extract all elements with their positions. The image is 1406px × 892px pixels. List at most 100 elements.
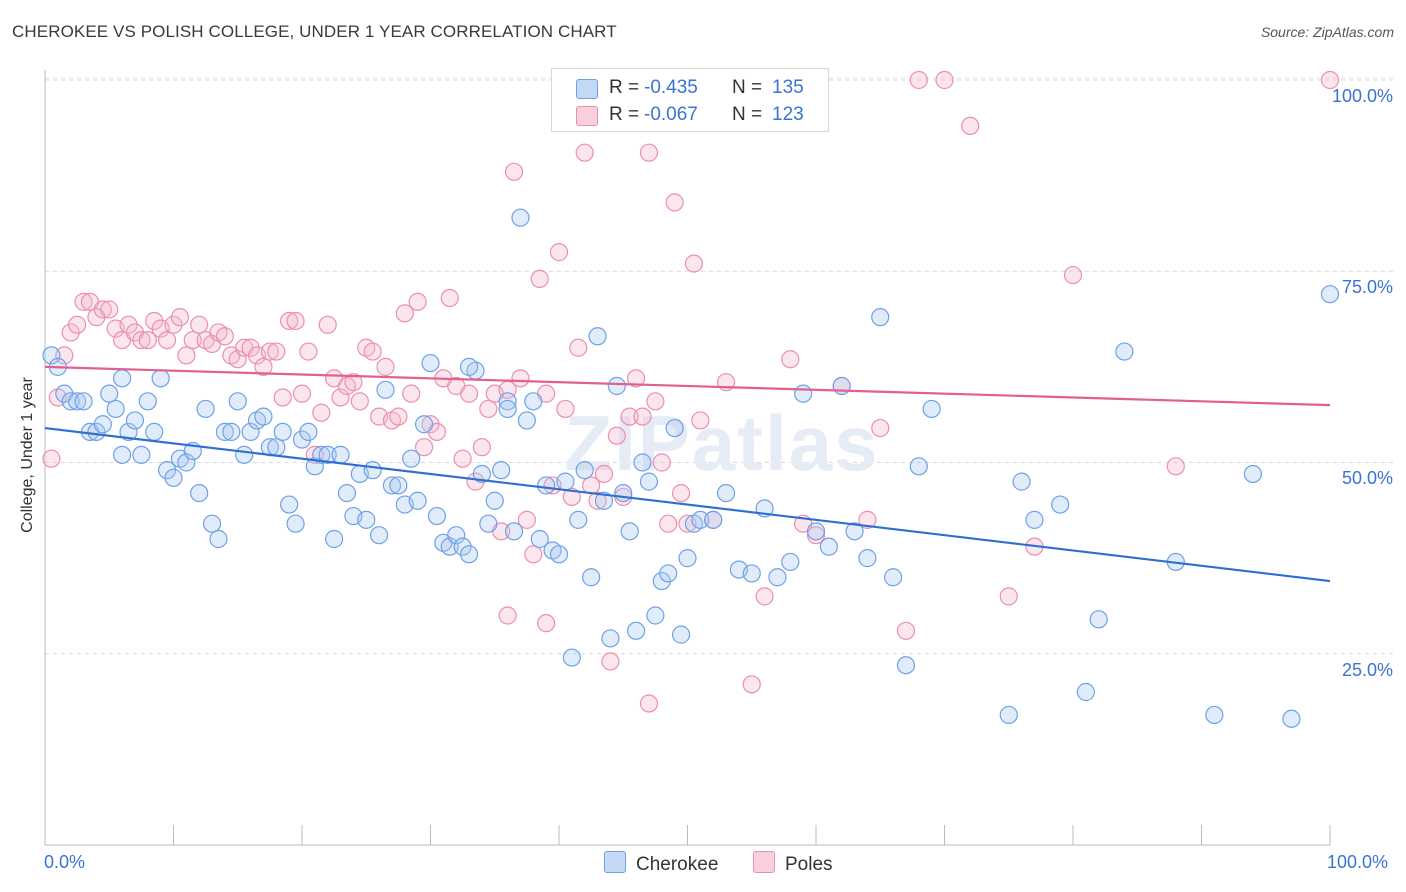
data-point: [504, 162, 524, 181]
data-point: [742, 564, 761, 583]
data-point: [530, 269, 549, 288]
data-point: [42, 346, 61, 365]
data-point: [1051, 495, 1070, 514]
y-tick-label: 25.0%: [1341, 660, 1393, 680]
data-point: [1243, 464, 1263, 484]
data-point: [292, 384, 312, 403]
data-point: [138, 392, 157, 411]
data-point: [440, 537, 459, 556]
data-point: [896, 656, 916, 675]
x-tick-label: 0.0%: [44, 852, 86, 872]
data-point: [190, 315, 209, 334]
data-point: [459, 384, 479, 403]
data-point: [273, 388, 292, 407]
data-point: [562, 487, 581, 507]
cherokee-trend-line: [44, 426, 1331, 583]
data-point: [614, 484, 633, 503]
data-point: [112, 369, 132, 388]
data-point: [961, 116, 980, 136]
data-point: [659, 564, 678, 583]
data-point: [325, 529, 344, 549]
stats-legend: R = -0.435 N = 135 R = -0.067 N = 123: [551, 68, 829, 132]
data-point: [549, 243, 569, 262]
data-point: [639, 694, 659, 713]
y-axis-label: College, Under 1 year: [19, 377, 36, 533]
data-point: [402, 449, 421, 468]
data-point: [1320, 70, 1340, 90]
data-point: [639, 472, 659, 491]
legend-row-poles: R = -0.067 N = 123: [552, 101, 828, 127]
legend-n-value: 135: [772, 77, 804, 98]
data-point: [479, 514, 498, 533]
data-point: [389, 476, 408, 495]
data-point: [575, 143, 594, 162]
data-point: [781, 350, 800, 369]
data-point: [588, 327, 607, 346]
data-point: [871, 418, 890, 438]
data-point: [286, 514, 305, 533]
data-point: [376, 380, 395, 399]
source-label: Source: ZipAtlas.com: [1260, 24, 1394, 40]
data-point: [999, 705, 1018, 725]
data-point: [588, 491, 607, 510]
data-point: [389, 407, 408, 426]
data-point: [832, 376, 851, 396]
data-point: [646, 606, 665, 625]
data-point: [164, 468, 183, 487]
data-point: [61, 392, 80, 411]
data-point: [408, 491, 427, 510]
data-point: [357, 510, 376, 529]
data-point: [633, 407, 652, 426]
data-point: [684, 254, 704, 273]
data-point: [93, 415, 112, 434]
data-point: [228, 392, 247, 411]
data-point: [305, 457, 324, 476]
data-point: [659, 514, 678, 533]
data-point: [42, 449, 61, 468]
data-point: [376, 357, 395, 376]
data-point: [337, 484, 357, 503]
data-point: [177, 346, 196, 365]
data-point: [524, 392, 543, 411]
data-point: [755, 587, 774, 606]
grid-lines: [45, 77, 1395, 655]
legend-r-label: R =: [609, 104, 640, 125]
data-point: [151, 369, 170, 388]
data-point: [562, 648, 581, 667]
data-point: [517, 510, 536, 529]
legend-n-value: 123: [772, 104, 804, 125]
data-point: [286, 311, 305, 331]
data-point: [1089, 610, 1108, 629]
trend-lines: [44, 365, 1331, 583]
data-point: [492, 461, 511, 480]
data-point: [447, 526, 466, 545]
data-point: [318, 445, 337, 464]
data-point: [1282, 709, 1301, 728]
data-point: [350, 392, 369, 411]
data-point: [607, 376, 626, 396]
data-point: [408, 292, 427, 311]
data-point: [157, 331, 177, 350]
data-point: [498, 399, 517, 419]
data-point: [93, 300, 112, 319]
data-point: [517, 411, 536, 430]
data-point: [100, 300, 119, 319]
data-point: [440, 288, 459, 308]
legend-n-label: N =: [732, 104, 763, 125]
data-point: [858, 510, 877, 529]
data-point: [742, 675, 761, 694]
data-point: [280, 495, 299, 514]
data-point: [665, 193, 684, 212]
data-point: [363, 461, 382, 480]
data-point: [299, 422, 318, 441]
data-point: [254, 407, 273, 426]
data-point: [1205, 705, 1224, 725]
data-point: [530, 529, 549, 549]
bottom-legend-swatch-poles: [753, 851, 775, 873]
data-point: [511, 208, 530, 227]
data-point: [414, 438, 434, 457]
data-point: [254, 357, 273, 376]
axes: [44, 70, 1331, 846]
data-point: [459, 545, 479, 564]
